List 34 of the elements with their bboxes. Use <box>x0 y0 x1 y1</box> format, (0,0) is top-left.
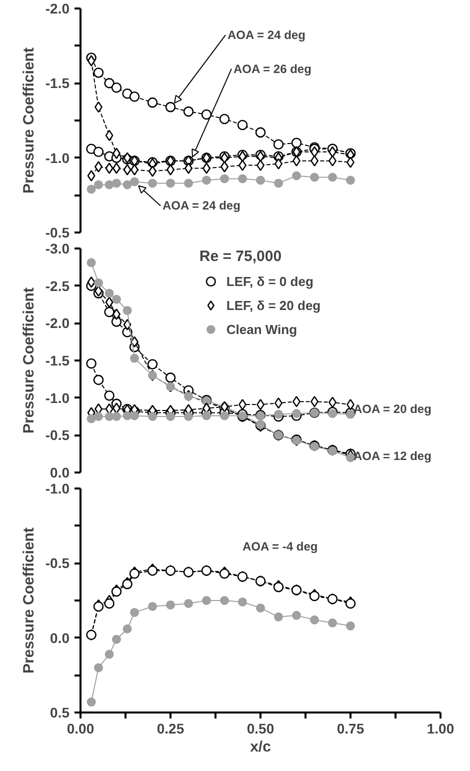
y-tick-label: -2.0 <box>45 0 70 16</box>
y-tick-label: -1.0 <box>45 480 70 496</box>
y-tick-label: -1.0 <box>45 390 70 406</box>
y-tick-label: -0.5 <box>45 555 70 572</box>
legend-label: LEF, δ = 20 deg <box>226 298 321 312</box>
y-tick-label: -0.5 <box>45 427 70 444</box>
y-tick-label: -2.0 <box>45 315 70 332</box>
y-tick-label: -3.0 <box>45 240 70 256</box>
legend-title: Re = 75,000 <box>199 248 283 265</box>
legend-label: Clean Wing <box>226 322 298 336</box>
x-tick-label: 0.25 <box>156 720 184 736</box>
annotation: AOA = 26 deg <box>234 62 312 76</box>
y-tick-label: -1.5 <box>45 352 70 368</box>
annotation: AOA = 24 deg <box>228 28 306 42</box>
y-tick-label: -1.5 <box>45 75 70 92</box>
annotation: AOA = 24 deg <box>162 198 240 213</box>
annotation: AOA = 20 deg <box>354 402 432 416</box>
y-tick-label: -0.5 <box>45 224 70 240</box>
y-tick-label: 0.0 <box>50 630 70 646</box>
y-axis-title: Pressure Coefficient <box>20 288 38 434</box>
legend-label: LEF, δ = 0 deg <box>226 274 314 288</box>
y-tick-label: 0.0 <box>50 464 70 480</box>
x-axis-title: x/c <box>250 738 271 756</box>
annotation: AOA = -4 deg <box>242 540 318 554</box>
y-tick-label: 0.5 <box>50 704 70 720</box>
x-tick-label: 0.00 <box>66 720 94 736</box>
y-axis-title: Pressure Coefficient <box>20 48 38 194</box>
y-axis-title: Pressure Coefficient <box>20 528 38 674</box>
y-tick-label: -1.0 <box>45 150 70 166</box>
x-tick-label: 1.00 <box>426 720 454 736</box>
x-tick-label: 0.50 <box>246 720 274 736</box>
y-tick-label: -2.5 <box>45 278 70 294</box>
annotation: AOA = 12 deg <box>354 449 432 464</box>
x-tick-label: 0.75 <box>336 720 364 736</box>
